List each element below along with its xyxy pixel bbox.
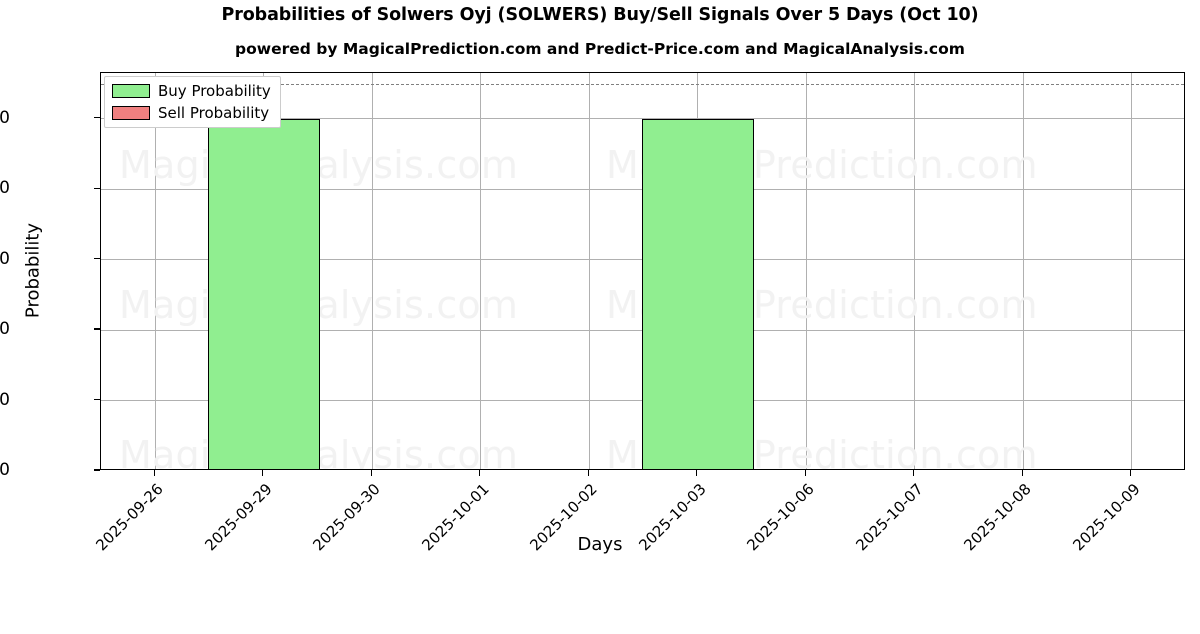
x-axis-label: Days <box>577 534 623 555</box>
x-tick-mark <box>370 470 372 476</box>
x-tick-mark <box>587 470 589 476</box>
chart-bar[interactable] <box>641 118 754 469</box>
x-tick-mark <box>479 470 481 476</box>
y-tick-mark <box>94 258 100 260</box>
chart-subtitle: powered by MagicalPrediction.com and Pre… <box>235 40 965 58</box>
y-tick-label: 60 <box>0 248 10 269</box>
x-tick-mark <box>696 470 698 476</box>
chart-figure: Probabilities of Solwers Oyj (SOLWERS) B… <box>0 5 1185 555</box>
y-tick-label: 80 <box>0 178 10 199</box>
legend-label-buy: Buy Probability <box>158 82 271 100</box>
legend-swatch-buy <box>112 84 150 98</box>
x-tick-mark <box>804 470 806 476</box>
x-tick-mark <box>1130 470 1132 476</box>
y-tick-mark <box>94 398 100 401</box>
gridline-vertical <box>154 73 156 469</box>
gridline-vertical <box>371 73 373 469</box>
x-tick-mark <box>1021 470 1023 476</box>
x-tick-mark <box>913 470 915 476</box>
y-axis-label: Probability <box>22 222 44 319</box>
y-tick-mark <box>94 187 100 189</box>
y-tick-mark <box>94 117 100 119</box>
gridline-vertical <box>480 73 482 469</box>
gridline-vertical <box>805 73 807 469</box>
y-tick-label: 0 <box>0 460 10 480</box>
gridline-vertical <box>1022 73 1024 469</box>
y-tick-mark <box>94 469 100 471</box>
legend-swatch-sell <box>112 106 150 120</box>
y-tick-label: 100 <box>0 107 10 128</box>
threshold-line <box>101 83 1184 85</box>
legend-item[interactable]: Buy Probability <box>112 82 271 100</box>
x-tick-mark <box>262 470 264 476</box>
chart-legend: Buy Probability Sell Probability <box>104 76 281 128</box>
y-tick-label: 20 <box>0 389 10 410</box>
x-tick-mark <box>153 470 155 476</box>
gridline-vertical <box>588 73 590 469</box>
y-tick-label: 40 <box>0 319 10 340</box>
chart-bar[interactable] <box>207 118 320 469</box>
legend-item[interactable]: Sell Probability <box>112 104 271 122</box>
chart-title: Probabilities of Solwers Oyj (SOLWERS) B… <box>221 5 979 25</box>
gridline-vertical <box>1131 73 1133 469</box>
y-tick-mark <box>94 328 100 330</box>
plot-area: MagicalAnalysis.comMagicalAnalysis.comMa… <box>100 72 1185 470</box>
legend-label-sell: Sell Probability <box>158 104 270 122</box>
gridline-vertical <box>914 73 916 469</box>
